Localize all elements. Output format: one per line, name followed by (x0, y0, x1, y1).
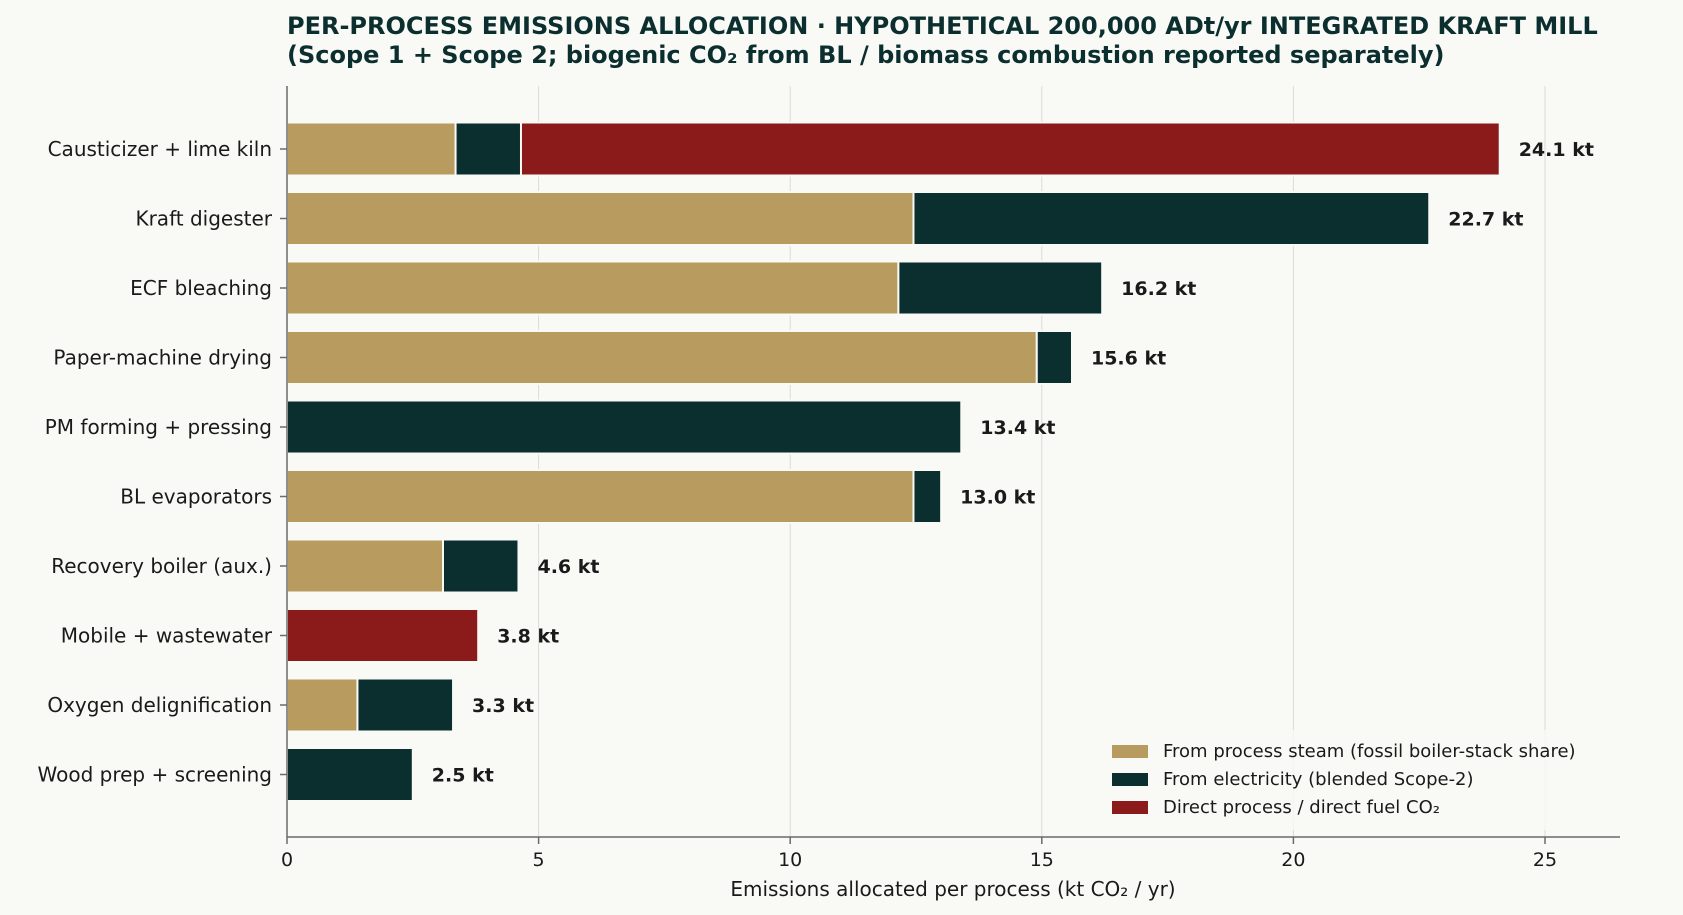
bar-segment (286, 747, 414, 802)
bar-total-label: 4.6 kt (537, 556, 599, 578)
bar-total-label: 3.8 kt (497, 626, 559, 648)
x-axis-label: Emissions allocated per process (kt CO₂ … (730, 877, 1175, 901)
bar-total-label: 13.0 kt (960, 487, 1035, 509)
category-label: Kraft digester (135, 207, 272, 231)
category-label: Recovery boiler (aux.) (51, 554, 272, 578)
bar-segment (286, 677, 359, 733)
category-label: Oxygen delignification (47, 693, 272, 717)
x-ticks: 0 5 10 15 20 25 (281, 837, 1557, 871)
legend-entry: From electricity (blended Scope-2) (1163, 769, 1474, 790)
axes (286, 86, 1620, 838)
bar-segment (519, 121, 1501, 177)
legend-entry: Direct process / direct fuel CO₂ (1163, 797, 1440, 818)
legend-swatch (1112, 801, 1148, 814)
x-tick-label: 25 (1533, 849, 1557, 871)
chart-subtitle-line: (Scope 1 + Scope 2; biogenic CO₂ from BL… (287, 41, 1445, 69)
bar-segment (454, 121, 522, 177)
legend: From process steam (fossil boiler-stack … (1100, 730, 1620, 830)
category-label: Paper-machine drying (53, 346, 272, 370)
x-tick-label: 15 (1030, 849, 1054, 871)
bar-segment (356, 677, 455, 733)
bar-total-label: 24.1 kt (1519, 139, 1594, 161)
bar-segment (286, 538, 444, 594)
bar-segment (286, 608, 480, 663)
x-tick-label: 10 (778, 849, 802, 871)
x-tick-label: 0 (281, 849, 293, 871)
bar-segment (286, 469, 915, 524)
category-label: Mobile + wastewater (61, 624, 273, 648)
bar-total-labels: 24.1 kt 22.7 kt 16.2 kt 15.6 kt 13.4 kt 13.0 … (432, 139, 1594, 787)
bar-segment (286, 399, 963, 455)
x-tick-label: 5 (533, 849, 545, 871)
legend-swatch (1112, 745, 1148, 758)
bars (286, 121, 1501, 802)
bar-segment (912, 469, 943, 524)
x-tick-label: 20 (1281, 849, 1305, 871)
bar-segment (897, 260, 1104, 316)
bar-total-label: 15.6 kt (1091, 348, 1166, 370)
bar-total-label: 3.3 kt (472, 695, 534, 717)
bar-segment (286, 330, 1038, 385)
chart-title: PER-PROCESS EMISSIONS ALLOCATION · HYPOT… (287, 12, 1598, 70)
category-label: ECF bleaching (130, 276, 272, 300)
category-label: Causticizer + lime kiln (48, 137, 272, 161)
legend-swatch (1112, 773, 1148, 786)
bar-total-label: 13.4 kt (980, 417, 1055, 439)
bar-total-label: 22.7 kt (1448, 209, 1523, 231)
category-label: Wood prep + screening (38, 763, 273, 787)
category-label: PM forming + pressing (45, 415, 272, 439)
category-labels: Causticizer + lime kiln Kraft digester ECF… (38, 137, 287, 787)
bar-total-label: 16.2 kt (1121, 278, 1196, 300)
bar-total-label: 2.5 kt (432, 765, 494, 787)
bar-segment (1035, 330, 1073, 385)
bar-segment (441, 538, 520, 594)
legend-frame (1100, 730, 1620, 830)
bar-segment (912, 191, 1431, 246)
bar-segment (286, 260, 900, 316)
category-label: BL evaporators (120, 485, 272, 509)
chart-title-line: PER-PROCESS EMISSIONS ALLOCATION · HYPOT… (287, 12, 1598, 40)
legend-entry: From process steam (fossil boiler-stack … (1163, 741, 1576, 762)
bar-segment (286, 121, 457, 177)
bar-segment (286, 191, 915, 246)
